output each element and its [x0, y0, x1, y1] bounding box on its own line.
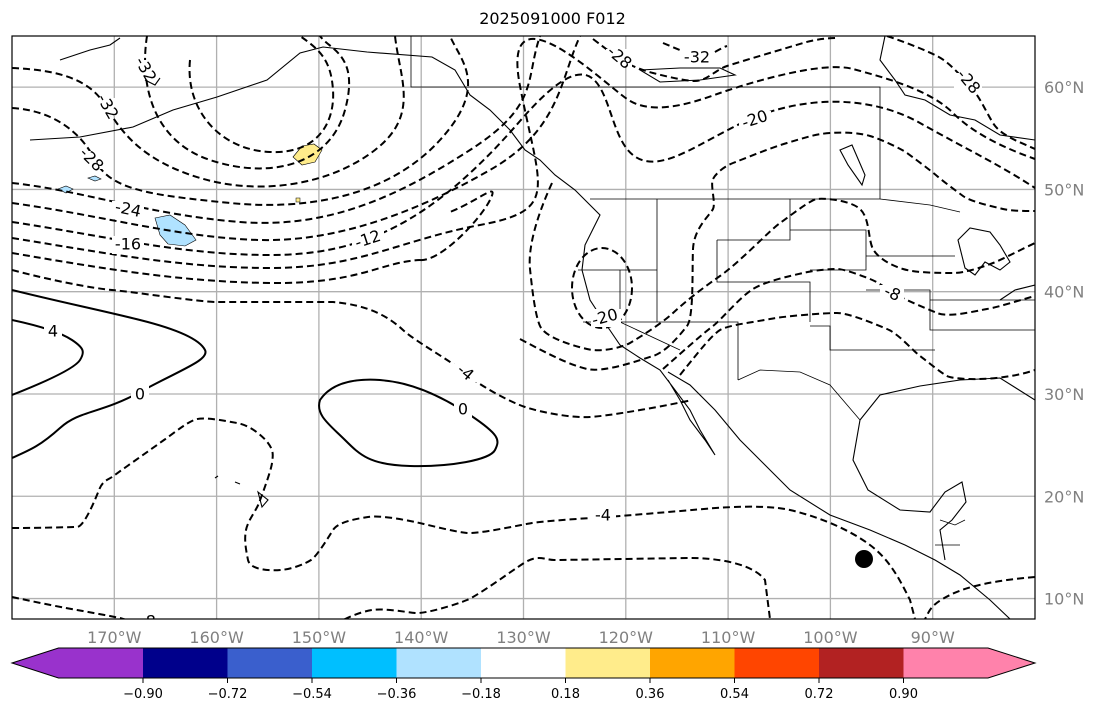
latitude-label: 20°N [1044, 487, 1084, 506]
contour-line [679, 311, 1035, 381]
colorbar-segment [565, 648, 651, 678]
contour-line [12, 36, 470, 206]
contour-line [12, 36, 581, 242]
contour-label: -32 [684, 48, 710, 67]
colorbar-outline [10, 647, 1037, 679]
contour-line [12, 596, 127, 619]
colorbar-segment [58, 648, 144, 678]
contour-label: 0 [458, 400, 468, 419]
contour-line [144, 36, 351, 170]
contour-line [528, 182, 1035, 352]
contour-line [12, 38, 1035, 270]
contour-line [12, 36, 541, 224]
location-marker [855, 550, 873, 568]
shaded-region-yellow [295, 197, 301, 203]
contour-line [886, 36, 1035, 150]
latitude-label: 50°N [1044, 180, 1084, 199]
contour-line [924, 576, 1035, 619]
colorbar-tick-label: −0.90 [123, 687, 163, 702]
contour-label: -4 [595, 506, 611, 525]
contour-label: 0 [135, 385, 145, 404]
coastlines [29, 36, 1035, 619]
longitude-label: 130°W [496, 628, 551, 647]
colorbar-extend-low [12, 648, 59, 678]
contour-line [12, 73, 1035, 257]
contour-line [12, 36, 405, 188]
longitude-label: 110°W [701, 628, 756, 647]
longitude-label: 160°W [189, 628, 244, 647]
longitude-label: 100°W [803, 628, 858, 647]
colorbar-segment [819, 648, 904, 678]
shaded-region-light-blue [87, 175, 102, 182]
contour-line [12, 252, 421, 285]
colorbar-segment [734, 648, 820, 678]
contour-line [519, 131, 1035, 371]
contour-line [188, 36, 335, 154]
contour-label: -8 [140, 612, 156, 631]
colorbar-tick-label: 0.18 [551, 687, 580, 702]
colorbar-tick-label: −0.36 [377, 687, 417, 702]
political-borders [410, 36, 1035, 546]
axis-labels: 170°W 160°W 150°W 140°W 130°W 120°W 110°W 100°W… [87, 78, 1084, 647]
colorbar-segment [312, 648, 397, 678]
longitude-label: 90°W [911, 628, 955, 647]
latitude-label: 60°N [1044, 78, 1084, 97]
longitude-label: 150°W [292, 628, 347, 647]
latitude-label: 30°N [1044, 385, 1084, 404]
contour-line [318, 378, 499, 468]
colorbar-segment [903, 648, 989, 678]
colorbar-tick-label: 0.72 [805, 687, 834, 702]
colorbar-segment [227, 648, 313, 678]
contour-line [571, 247, 633, 329]
contour-label: -8 [881, 281, 903, 305]
contour-line [662, 267, 1035, 370]
longitude-label: 120°W [599, 628, 654, 647]
colorbar-tick-label: −0.18 [461, 687, 501, 702]
contour-labels: -32 -32 -28 -24 -16 -12 4 0 -4 0 -28 -32… [44, 42, 984, 631]
contour-line [419, 190, 494, 262]
latitude-label: 40°N [1044, 283, 1084, 302]
contour-line [343, 556, 771, 619]
contour-line [12, 289, 207, 459]
shaded-region-light-blue [57, 185, 74, 194]
contour-label: 4 [48, 322, 58, 341]
colorbar-tick-label: −0.72 [208, 687, 248, 702]
contour-line [12, 417, 916, 619]
contour-line [12, 269, 693, 419]
colorbar-tick-label: 0.54 [720, 687, 749, 702]
shaded-region-light-blue [154, 214, 197, 247]
colorbar-tick-label: 0.90 [889, 687, 918, 702]
colorbar-segment [143, 648, 228, 678]
colorbar: −0.90 −0.72 −0.54 −0.36 −0.18 0.18 0.36 0.54 0.7… [10, 647, 1037, 702]
contour-label: -16 [115, 235, 141, 254]
map-plot-area: -32 -32 -28 -24 -16 -12 4 0 -4 0 -28 -32… [12, 36, 1035, 631]
colorbar-extend-high [988, 648, 1035, 678]
map-frame [11, 35, 1036, 620]
chart-title: 2025091000 F012 [479, 9, 626, 28]
longitude-label: 170°W [87, 628, 142, 647]
latitude-label: 10°N [1044, 590, 1084, 609]
longitude-label: 140°W [394, 628, 449, 647]
colorbar-segment [481, 648, 566, 678]
colorbar-segment [396, 648, 482, 678]
colorbar-segment [650, 648, 735, 678]
colorbar-tick-label: 0.36 [636, 687, 665, 702]
colorbar-tick-label: −0.54 [292, 687, 332, 702]
